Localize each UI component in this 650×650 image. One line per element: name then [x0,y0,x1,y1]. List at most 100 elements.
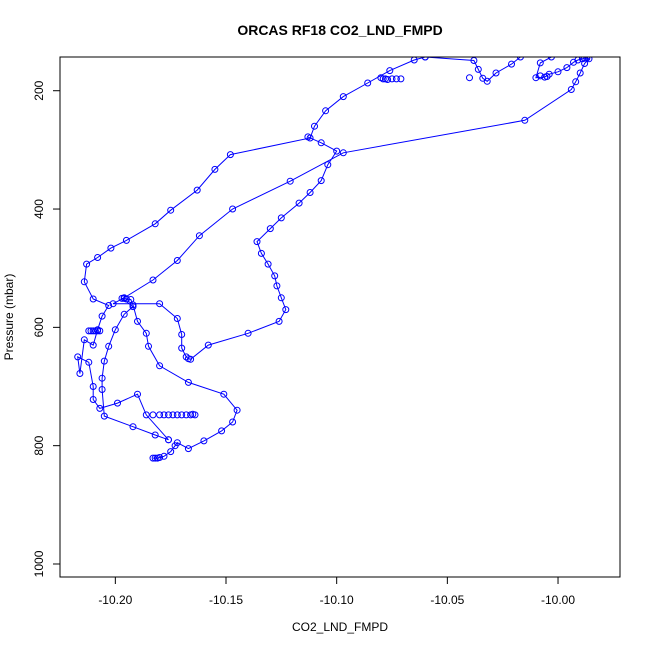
data-point [94,254,102,261]
data-point [187,355,195,363]
series-1 [74,57,429,444]
data-point [257,249,265,257]
data-point [253,238,261,246]
data-point [585,57,593,63]
data-point [554,68,562,76]
data-point [151,220,159,228]
series-2 [421,57,524,85]
data-point [317,139,325,147]
data-point [156,454,164,461]
data-point [173,411,181,419]
series-4 [85,72,551,419]
data-point [100,412,108,420]
data-point [567,86,575,93]
data-point [160,452,168,460]
data-point [211,165,219,173]
data-point [98,312,106,320]
x-tick-label: -10.10 [320,593,354,607]
data-point [384,76,392,83]
data-point [76,370,84,377]
data-point [229,418,237,426]
data-point [277,294,285,302]
data-point [581,57,589,62]
data-point [169,411,177,419]
data-point [322,107,330,115]
x-tick-label: -10.05 [430,593,464,607]
data-point [167,448,175,456]
data-point [100,357,108,365]
data-point [277,214,285,222]
data-point [142,329,150,337]
data-point [317,177,325,185]
data-point [96,404,104,412]
data-point [392,75,400,83]
data-point [134,390,141,398]
data-point [85,358,93,366]
data-point [107,244,115,252]
data-point [474,65,482,73]
data-point [483,77,491,85]
series-line [112,57,590,360]
data-point [244,329,252,337]
data-point [563,64,571,72]
data-point [114,399,121,407]
data-point [109,300,117,308]
data-point [508,60,515,68]
data-point [264,260,272,268]
data-point [295,199,303,207]
data-point [545,70,553,78]
data-point [266,225,274,233]
data-point [421,57,429,61]
data-point [200,437,208,445]
data-point [165,436,172,444]
data-point [379,75,387,83]
data-point [105,302,113,309]
data-point [173,257,181,264]
data-point [96,327,104,335]
x-tick-label: -10.20 [98,593,132,607]
data-point [89,327,97,335]
data-point [184,378,192,386]
data-point [333,147,341,155]
data-point [492,69,500,77]
data-point [226,151,234,159]
data-point [386,67,394,75]
chart-title: ORCAS RF18 CO2_LND_FMPD [237,22,442,38]
data-point [388,75,396,83]
data-point [80,336,88,344]
y-tick-label: 800 [32,435,46,455]
data-point [156,362,164,370]
data-point [149,276,157,284]
data-point [85,327,93,335]
data-point [156,411,164,419]
y-tick-label: 400 [32,199,46,219]
data-point [195,232,203,240]
data-point [273,282,281,290]
data-point [536,72,544,80]
data-point [178,331,186,338]
data-point [74,353,82,361]
data-point [127,296,135,303]
data-point [87,327,95,335]
data-point [397,75,405,83]
data-point [156,300,164,308]
data-point [122,236,130,244]
x-axis: -10.20 -10.15 -10.10 -10.05 -10.00 [98,577,575,607]
data-point [151,454,159,462]
data-point [142,411,150,419]
data-point [339,149,347,157]
data-point [271,272,279,280]
data-point [304,133,312,141]
data-point [178,344,186,352]
series-layer [74,57,593,462]
data-point [165,411,172,419]
data-point [91,327,99,335]
data-point [89,396,97,403]
data-point [105,342,113,350]
data-point [120,310,128,318]
data-point [98,386,106,393]
y-axis: 200 400 600 800 1000 [32,80,60,577]
data-point [275,317,283,325]
data-point [89,383,97,390]
